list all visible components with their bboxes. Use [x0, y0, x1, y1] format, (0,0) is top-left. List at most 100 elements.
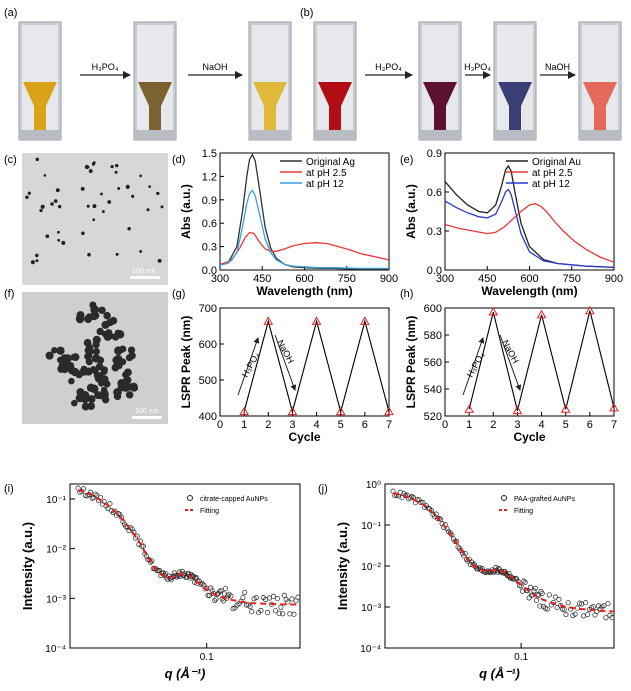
data-point-circle	[281, 592, 287, 598]
acid-arrow-label: H₃PO₄	[240, 350, 262, 379]
nanoparticle-dot	[103, 311, 111, 320]
nanoparticle-dot	[40, 204, 45, 209]
y-tick-label: 500	[199, 375, 217, 387]
data-point-circle	[287, 611, 293, 617]
fitting-curve	[392, 492, 615, 613]
x-axis-label: Wavelength (nm)	[481, 284, 577, 298]
data-point-circle	[278, 604, 284, 610]
y-axis-label: Abs (a.u.)	[404, 184, 418, 239]
data-point-circle	[242, 589, 248, 596]
data-point-circle	[546, 592, 552, 598]
nanoparticle-dot	[96, 391, 105, 400]
nanoparticle-dot	[27, 191, 31, 195]
panel-f-tem-image: 100 nm	[22, 292, 168, 424]
nanoparticle-dot	[39, 208, 43, 213]
x-tick-label: 0	[217, 419, 223, 431]
data-point-circle	[594, 608, 600, 615]
nanoparticle-dot	[84, 314, 93, 324]
nanoparticle-dot	[89, 301, 97, 309]
data-point-circle	[503, 571, 510, 577]
data-point-circle	[522, 579, 528, 585]
data-point-circle	[585, 612, 591, 618]
panel-label-h: (h)	[400, 288, 413, 300]
legend-entry: citrate-capped AuNPs	[200, 496, 268, 503]
x-tick-label: 900	[380, 273, 398, 285]
y-axis-label: Abs (a.u.)	[179, 184, 193, 239]
base-arrow	[274, 334, 297, 391]
nanoparticle-dot	[51, 347, 58, 354]
legend-marker-circle	[187, 495, 193, 501]
nanoparticle-dot	[57, 204, 62, 209]
data-point-circle	[409, 494, 415, 500]
nanoparticle-dot	[55, 188, 60, 193]
data-point-circle	[525, 588, 531, 594]
data-point-circle	[208, 585, 214, 591]
nanoparticle-dot	[56, 346, 65, 355]
nanoparticle-dot	[97, 380, 105, 387]
x-tick-label: 600	[295, 273, 313, 285]
nanoparticle-dot	[91, 162, 95, 166]
y-tick-label: 600	[424, 303, 442, 315]
nanoparticle-dot	[114, 170, 118, 174]
nanoparticle-dot	[110, 165, 114, 169]
x-tick-label: 750	[338, 273, 356, 285]
x-tick-label: 450	[478, 273, 496, 285]
data-point-circle	[291, 611, 297, 617]
data-point-triangle	[488, 307, 499, 316]
nanoparticle-dot	[61, 366, 69, 374]
data-point-triangle	[335, 406, 346, 416]
nanoparticle-dot	[50, 202, 54, 206]
nanoparticle-dot	[100, 386, 108, 394]
nanoparticle-dot	[84, 164, 89, 170]
data-point-circle	[206, 593, 212, 599]
y-tick-label: 10⁻³	[361, 603, 381, 614]
nanoparticle-dot	[101, 210, 105, 214]
nanoparticle-dot	[114, 354, 123, 363]
data-point-circle	[218, 588, 224, 594]
nanoparticle-dot	[111, 363, 120, 372]
arrow-b-2-label: H₃PO₄	[464, 62, 491, 72]
acid-arrow	[462, 337, 485, 396]
scale-bar-c	[130, 276, 160, 279]
data-point-circle	[556, 596, 562, 603]
data-point-circle	[171, 570, 177, 576]
nanoparticle-dot	[35, 253, 39, 258]
nanoparticle-dot	[81, 231, 85, 236]
nanoparticle-dot	[100, 192, 103, 196]
data-point-circle	[217, 589, 223, 595]
nanoparticle-dot	[83, 338, 92, 347]
chart-i-saxs-citrate: 0.1 10⁻¹ 10⁻² 10⁻³ 10⁻⁴ q (Å⁻¹) Intensity (a.u…	[20, 483, 301, 681]
legend-entry: Fitting	[200, 508, 219, 515]
y-axis-label: LSPR Peak (nm)	[179, 316, 193, 409]
nanoparticle-dot	[157, 258, 162, 263]
fitting-curve	[77, 489, 300, 606]
vial-a-3	[248, 21, 292, 141]
vial-b-4	[578, 21, 622, 141]
y-tick-label: 10⁻⁴	[360, 644, 381, 655]
nanoparticle-dot	[96, 356, 105, 364]
data-point-circle	[228, 593, 234, 599]
nanoparticle-dot	[127, 346, 136, 354]
arrow-b-3-label: NaOH	[545, 62, 570, 72]
data-point-circle	[537, 603, 543, 609]
data-point-circle	[223, 585, 229, 592]
x-tick-label: 5	[563, 419, 569, 431]
series-line-1	[243, 319, 390, 414]
panel-b-vials: H₃PO₄ H₃PO₄ NaOH	[313, 21, 622, 141]
nanoparticle-dot	[35, 157, 40, 162]
nanoparticle-dot	[81, 391, 90, 400]
data-point-circle	[519, 588, 525, 594]
data-point-circle	[213, 596, 219, 602]
arrow-a-1-label: H₃PO₄	[92, 62, 119, 72]
vial-a-1	[18, 21, 62, 141]
panel-c-tem-image: 100 nm	[22, 153, 168, 285]
nanoparticle-dot	[92, 341, 100, 349]
nanoparticle-dot	[68, 377, 75, 385]
data-point-circle	[435, 516, 441, 522]
data-point-circle	[253, 595, 259, 601]
data-point-circle	[603, 615, 609, 621]
scale-bar-f-label: 100 nm	[135, 408, 159, 415]
y-tick-label: 10⁻⁴	[45, 644, 66, 655]
nanoparticle-dot	[88, 395, 96, 403]
